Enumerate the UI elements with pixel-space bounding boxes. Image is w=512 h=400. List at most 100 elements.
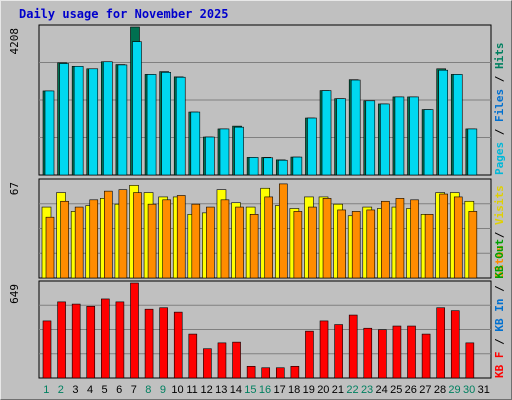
kbytes-legend-entry: KB Out: [493, 239, 506, 279]
sites-bar: [337, 209, 346, 279]
files-bar: [73, 66, 84, 176]
visits-sites-legend-entry: /: [493, 225, 506, 245]
sites-bar: [468, 211, 478, 279]
day-label: 23: [361, 384, 373, 396]
visits-sites-max-label: 67: [8, 182, 21, 195]
sites-bar: [439, 193, 448, 279]
files-bar: [438, 69, 448, 176]
sites-bar: [60, 200, 69, 279]
sites-bar: [133, 192, 142, 279]
kb-f-bar: [246, 365, 256, 379]
files-bar: [190, 111, 201, 176]
day-label: 14: [230, 384, 242, 396]
kb-f-bar: [348, 314, 358, 379]
kb-f-bar: [465, 342, 475, 379]
sites-bar: [453, 196, 463, 279]
kb-f-bar: [173, 311, 183, 379]
kb-f-bar: [261, 367, 271, 379]
sites-bar: [424, 213, 434, 279]
kbytes-legend-entry: KB In: [493, 299, 506, 332]
sites-bar: [249, 213, 259, 279]
files-bar: [380, 103, 390, 176]
sites-bar: [220, 199, 230, 279]
day-label: 26: [405, 384, 417, 396]
sites-bar: [89, 199, 99, 279]
sites-bar: [410, 199, 419, 279]
kb-f-bar: [305, 330, 314, 379]
sites-bar: [351, 211, 361, 279]
kb-f-bar: [378, 329, 387, 379]
sites-bar: [104, 190, 113, 279]
kb-f-bar: [130, 282, 139, 379]
files-bar: [205, 136, 215, 176]
kb-f-bar: [407, 325, 416, 379]
day-label: 6: [116, 384, 122, 396]
kb-f-bar: [334, 324, 343, 379]
day-label: 18: [288, 384, 300, 396]
kbytes-legend-entry: KB F: [493, 352, 506, 379]
day-label: 10: [171, 384, 183, 396]
files-bar: [307, 117, 317, 176]
chart-title: Daily usage for November 2025: [19, 7, 229, 21]
visits-sites-legend-entry: Sites: [493, 245, 506, 278]
kb-f-bar: [450, 310, 460, 379]
sites-bar: [322, 198, 332, 279]
day-label: 21: [332, 384, 344, 396]
files-bar: [103, 61, 113, 176]
kb-f-bar: [86, 305, 96, 379]
day-label: 9: [160, 384, 166, 396]
files-bar: [321, 90, 332, 176]
sites-bar: [235, 206, 244, 279]
sites-bar: [264, 196, 274, 279]
sites-bar: [293, 211, 303, 279]
sites-bar: [278, 183, 288, 279]
sites-bar: [191, 203, 201, 279]
sites-bar: [74, 206, 84, 279]
files-bar: [175, 76, 186, 176]
hits-files-pages-legend-entry: Hits: [493, 43, 506, 70]
files-bar: [132, 41, 142, 176]
day-label: 31: [478, 384, 490, 396]
kbytes-max-label: 649: [8, 284, 21, 304]
kbytes-legend-entry: /: [493, 332, 506, 352]
day-label: 3: [72, 384, 78, 396]
kb-f-bar: [57, 301, 66, 379]
sites-bar: [147, 203, 157, 279]
day-label: 29: [448, 384, 460, 396]
files-bar: [263, 157, 274, 176]
files-bar: [292, 156, 303, 176]
kb-f-bar: [144, 308, 154, 379]
day-label: 30: [463, 384, 475, 396]
kb-f-bar: [421, 333, 431, 379]
hits-files-pages-legend-entry: /: [493, 122, 506, 142]
sites-bar: [206, 206, 215, 279]
hits-files-pages-legend-entry: Pages: [493, 142, 506, 175]
files-bar: [59, 63, 69, 176]
files-bar: [44, 90, 55, 176]
day-label: 8: [145, 384, 151, 396]
visits-sites-legend-entry: Visits: [493, 185, 506, 225]
sites-bar: [45, 216, 55, 279]
kb-f-bar: [115, 301, 125, 379]
kb-f-bar: [159, 307, 168, 379]
kb-f-bar: [436, 307, 445, 379]
day-label: 12: [201, 384, 213, 396]
kb-f-bar: [319, 320, 329, 379]
day-label: 17: [273, 384, 285, 396]
visits-sites-legend: Sites / Visits: [493, 185, 506, 278]
kb-f-bar: [42, 320, 52, 379]
day-label: 20: [317, 384, 329, 396]
files-bar: [350, 79, 361, 176]
files-bar: [248, 157, 259, 176]
day-label: 25: [390, 384, 402, 396]
kb-f-bar: [392, 325, 402, 379]
kbytes-legend-entry: /: [493, 279, 506, 299]
files-bar: [219, 128, 230, 176]
kb-f-bar: [71, 303, 81, 379]
files-bar: [394, 96, 405, 176]
day-label: 1: [43, 384, 49, 396]
sites-bar: [162, 199, 171, 279]
hits-files-pages-max-label: 4208: [8, 28, 21, 55]
day-label: 7: [131, 384, 137, 396]
